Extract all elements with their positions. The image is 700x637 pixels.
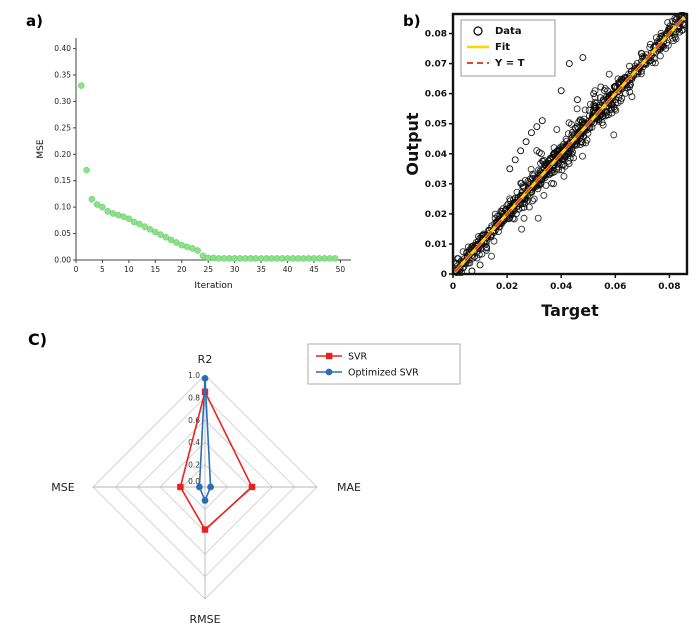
svg-text:20: 20 xyxy=(177,265,187,274)
svg-text:R2: R2 xyxy=(198,353,213,366)
svg-text:0.2: 0.2 xyxy=(188,461,200,470)
radar-legend: SVR Optimized SVR xyxy=(307,343,461,385)
svg-text:0.05: 0.05 xyxy=(425,120,447,130)
svg-text:0.06: 0.06 xyxy=(604,282,626,292)
svg-text:40: 40 xyxy=(283,265,293,274)
svg-text:0.05: 0.05 xyxy=(54,229,71,238)
panel-b-label: b) xyxy=(403,12,421,30)
svg-text:0.8: 0.8 xyxy=(188,393,200,402)
mse-axes: 0.00 0.05 0.10 0.15 0.20 0.25 0.30 0.35 0.40 0 5 10… xyxy=(54,38,351,274)
svg-text:0.08: 0.08 xyxy=(425,30,447,40)
svg-text:MSE: MSE xyxy=(51,481,74,494)
svg-text:0.00: 0.00 xyxy=(54,256,71,265)
panel-a-label: a) xyxy=(26,12,43,30)
svg-text:0: 0 xyxy=(450,282,456,292)
radar-grid: 0.0 0.2 0.4 0.6 0.8 1.0 xyxy=(92,371,318,600)
svg-text:0.25: 0.25 xyxy=(54,123,71,132)
svg-text:0.04: 0.04 xyxy=(550,282,572,292)
svg-text:0.6: 0.6 xyxy=(188,416,200,425)
svg-text:0.20: 0.20 xyxy=(54,150,71,159)
svg-text:0.30: 0.30 xyxy=(54,97,71,106)
svg-text:Output: Output xyxy=(403,112,422,175)
svg-text:0.08: 0.08 xyxy=(658,282,680,292)
svg-text:Data: Data xyxy=(495,26,522,37)
radar-axis-labels: R2 MAE RMSE MSE xyxy=(51,353,361,626)
svg-text:15: 15 xyxy=(151,265,161,274)
svg-text:0.04: 0.04 xyxy=(425,150,447,160)
svg-text:0.02: 0.02 xyxy=(496,282,518,292)
svg-text:10: 10 xyxy=(124,265,134,274)
svg-text:0: 0 xyxy=(74,265,79,274)
svg-text:30: 30 xyxy=(230,265,240,274)
mse-iteration-chart: 0.00 0.05 0.10 0.15 0.20 0.25 0.30 0.35 0.40 0 5 10… xyxy=(36,38,351,291)
svg-text:5: 5 xyxy=(100,265,105,274)
svg-text:0.15: 0.15 xyxy=(54,176,71,185)
svg-text:45: 45 xyxy=(309,265,319,274)
svg-text:0.4: 0.4 xyxy=(188,438,200,447)
svg-text:0: 0 xyxy=(441,270,447,280)
radar-series-optimized-svr xyxy=(196,374,215,504)
fit-legend: Data Fit Y = T xyxy=(460,19,556,77)
y-equals-t-line xyxy=(454,16,686,273)
svg-text:Iteration: Iteration xyxy=(194,281,232,291)
svg-text:0.0: 0.0 xyxy=(188,477,200,486)
panel-a: a) 0.00 0.05 0.10 0.15 0.20 0.25 0.30 0.35 0.40 0… xyxy=(0,0,385,312)
panel-b: b) 0 0.01 0.02 0.03 0.04 0.05 0.06 0.07 0.08 0 0.0… xyxy=(403,0,700,330)
svg-text:MSE: MSE xyxy=(36,139,46,158)
svg-text:0.02: 0.02 xyxy=(425,210,447,220)
svg-text:Optimized SVR: Optimized SVR xyxy=(348,368,419,379)
svg-text:Fit: Fit xyxy=(495,42,510,53)
target-output-chart: 0 0.01 0.02 0.03 0.04 0.05 0.06 0.07 0.08 0 0.02 0.… xyxy=(403,12,689,320)
panel-c-label: C) xyxy=(28,330,48,349)
svg-text:35: 35 xyxy=(256,265,266,274)
svg-text:0.10: 0.10 xyxy=(54,203,71,212)
svg-text:25: 25 xyxy=(203,265,213,274)
radar-chart: 0.0 0.2 0.4 0.6 0.8 1.0 R2 MAE RMSE MSE SVR Optimiz… xyxy=(51,343,461,626)
svg-text:Target: Target xyxy=(541,301,599,320)
target-output-axes: 0 0.01 0.02 0.03 0.04 0.05 0.06 0.07 0.08 0 0.02 0.… xyxy=(425,12,689,292)
svg-text:MAE: MAE xyxy=(337,481,361,494)
svg-text:SVR: SVR xyxy=(348,352,368,363)
svg-text:Y = T: Y = T xyxy=(494,58,525,69)
svg-text:0.03: 0.03 xyxy=(425,180,447,190)
svg-text:RMSE: RMSE xyxy=(189,613,220,626)
panel-c: C) 0.0 0.2 0.4 0.6 0.8 1.0 R2 MAE RMSE MSE SVR Opti… xyxy=(20,326,500,637)
svg-text:50: 50 xyxy=(336,265,346,274)
svg-text:0.35: 0.35 xyxy=(54,71,71,80)
svg-text:0.40: 0.40 xyxy=(54,44,71,53)
svg-text:0.07: 0.07 xyxy=(425,60,447,70)
svg-text:1.0: 1.0 xyxy=(188,371,200,380)
svg-text:0.06: 0.06 xyxy=(425,90,447,100)
mse-points xyxy=(78,82,339,262)
svg-text:0.01: 0.01 xyxy=(425,240,447,250)
